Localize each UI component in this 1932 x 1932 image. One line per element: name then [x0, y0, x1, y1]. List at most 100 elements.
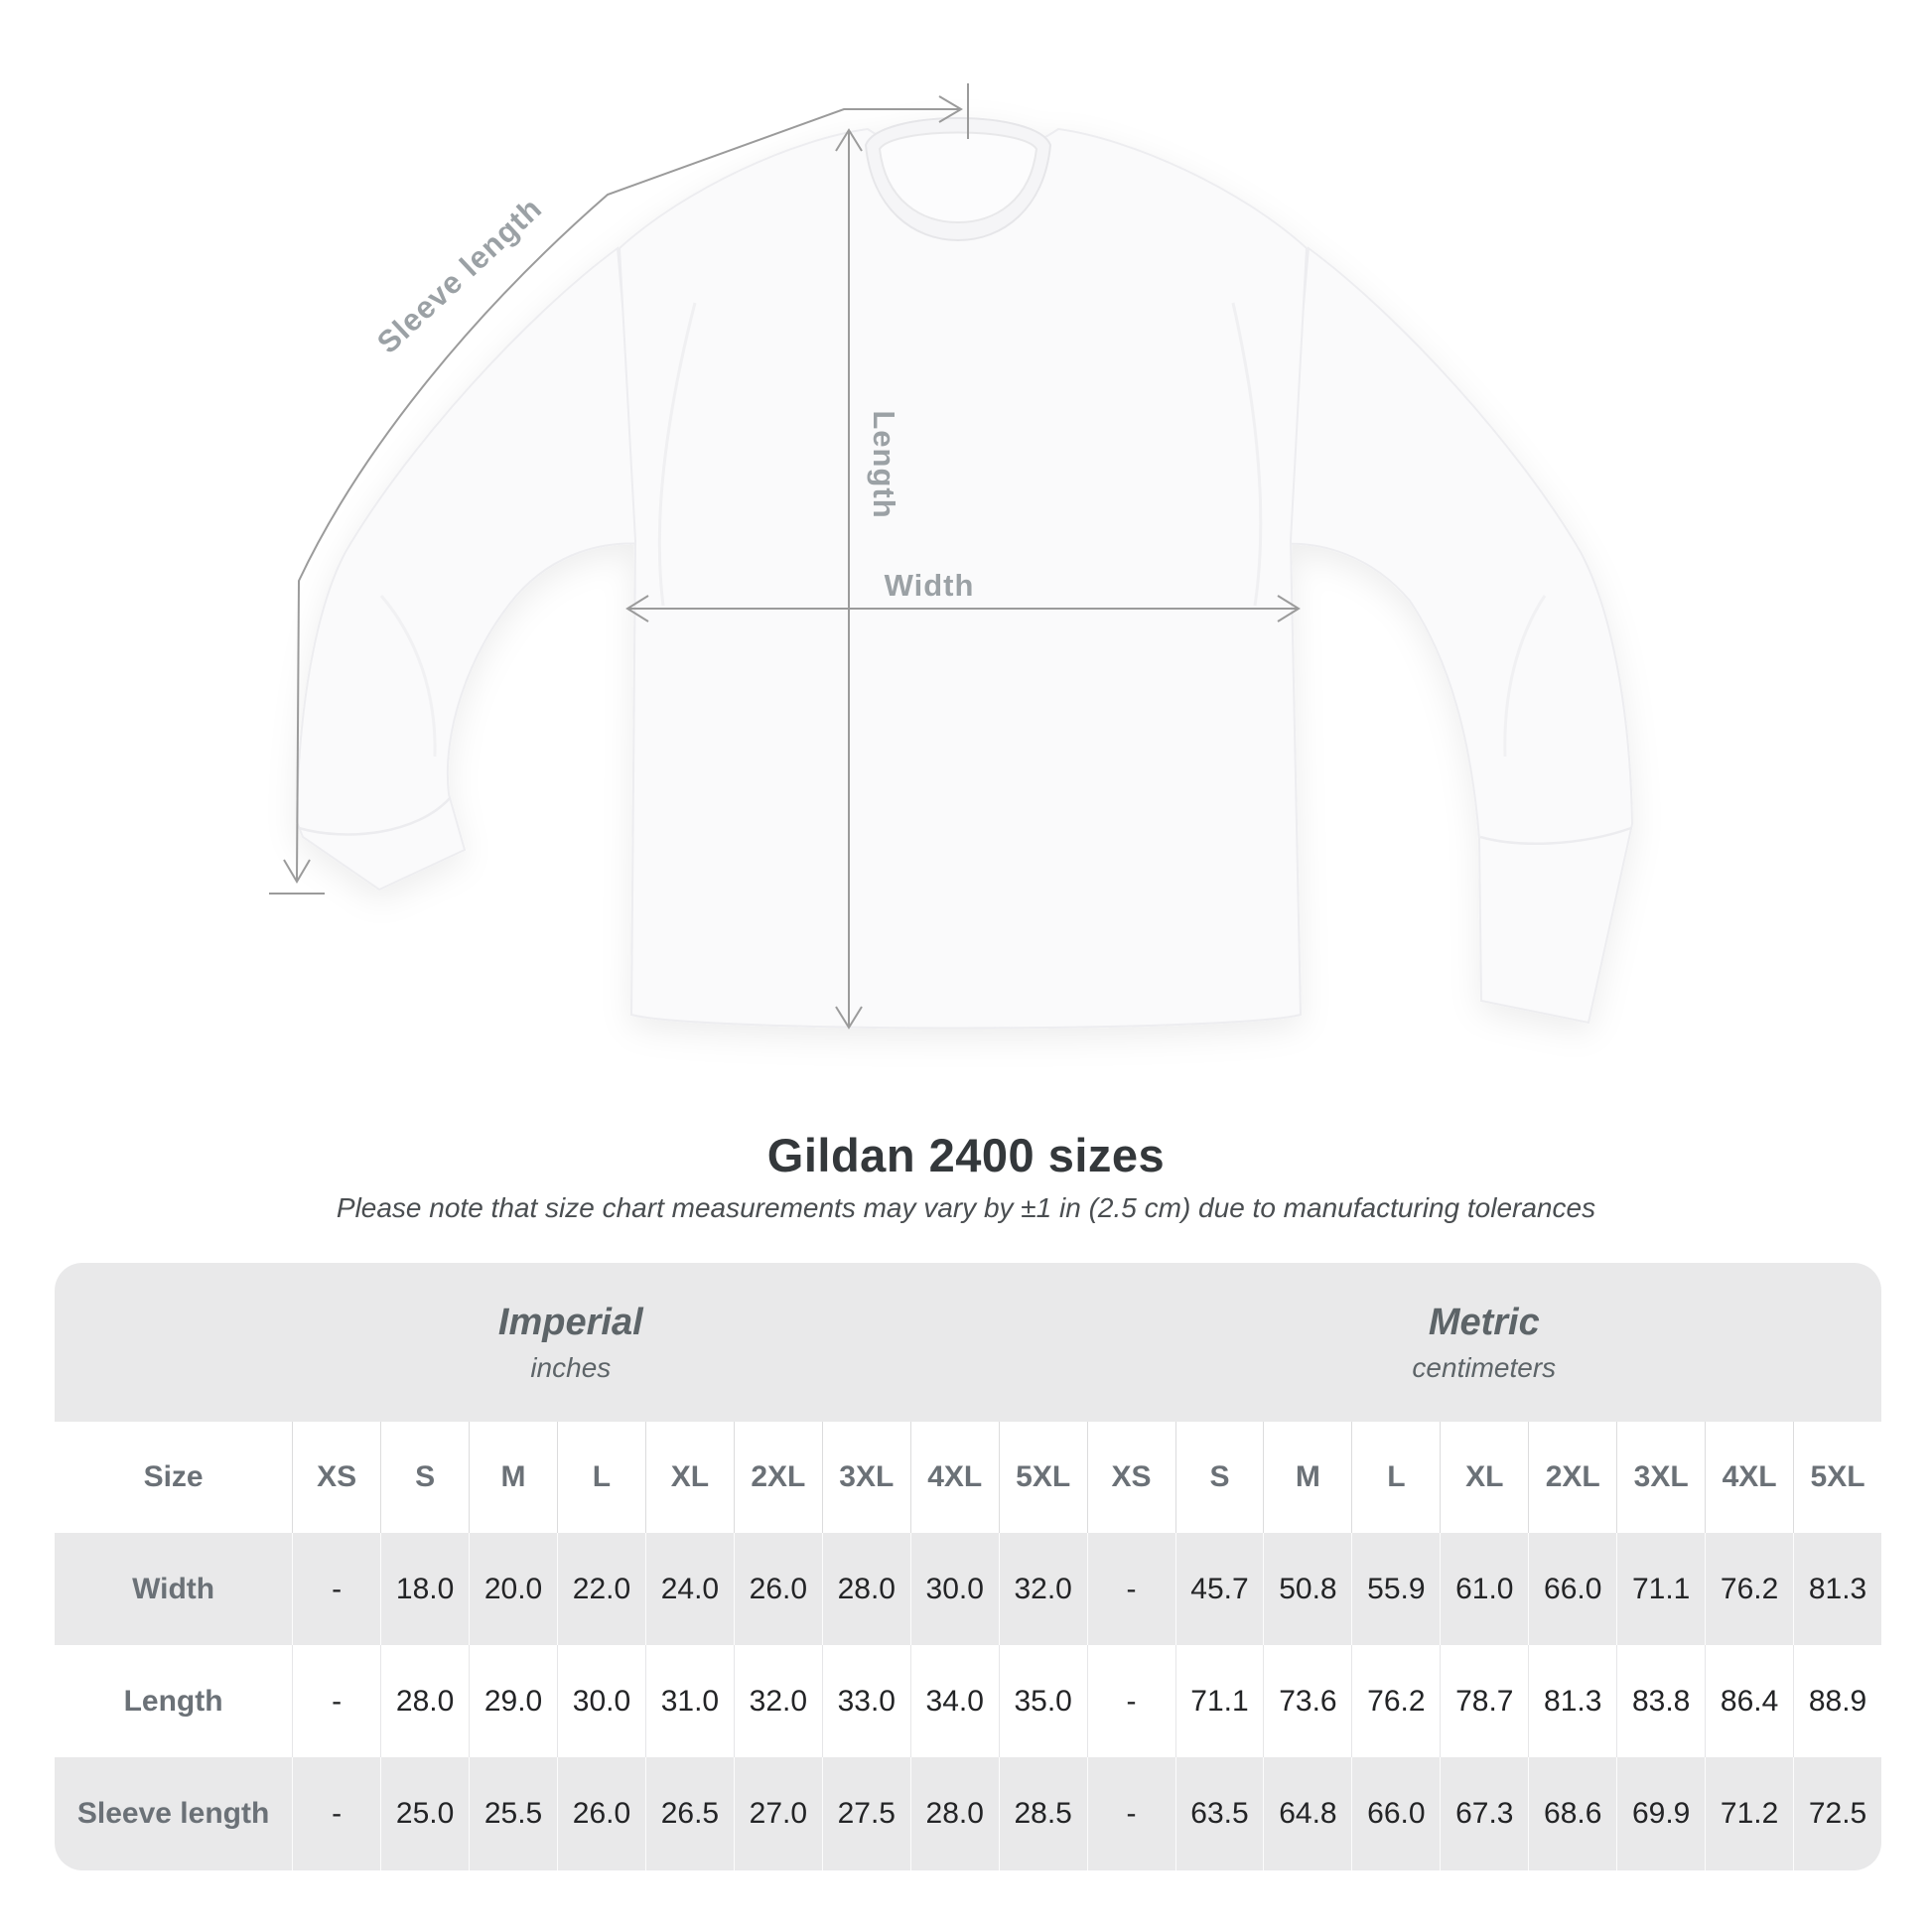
length-metric-value: 86.4: [1705, 1645, 1793, 1757]
length-metric-value: 81.3: [1528, 1645, 1616, 1757]
length-imperial-value: 32.0: [733, 1645, 822, 1757]
size-column-header: 2XL: [733, 1422, 822, 1533]
width-row: Width -18.0 20.0 22.0 24.0 26.0 28.0 30.0 32.0 …: [55, 1533, 1881, 1645]
length-metric-value: 78.7: [1440, 1645, 1528, 1757]
length-metric-values: -71.1 73.6 76.2 78.7 81.3 83.8 86.4 88.9: [1086, 1645, 1881, 1757]
sleeve-imperial-value: 26.5: [644, 1757, 734, 1870]
left-cuff-seam: [298, 797, 451, 836]
size-corner-header: Size: [143, 1460, 204, 1493]
length-imperial-value: 30.0: [557, 1645, 645, 1757]
long-sleeve-shirt-illustration: [295, 117, 1634, 1030]
imperial-size-headers: XS S M L XL 2XL 3XL 4XL 5XL: [292, 1422, 1086, 1533]
width-imperial-value: 32.0: [998, 1533, 1087, 1645]
width-arrowhead-left: [625, 595, 649, 622]
sleeve-length-line: [296, 108, 959, 881]
size-column-header: L: [557, 1422, 645, 1533]
width-metric-value: -: [1086, 1533, 1175, 1645]
width-metric-value: 66.0: [1528, 1533, 1616, 1645]
width-metric-value: 81.3: [1793, 1533, 1881, 1645]
size-column-header: 3XL: [1616, 1422, 1705, 1533]
length-row: Length -28.0 29.0 30.0 31.0 32.0 33.0 34.0 35.0…: [55, 1645, 1881, 1757]
sleeve-metric-value: 68.6: [1528, 1757, 1616, 1870]
size-header-row: Size XS S M L XL 2XL 3XL 4XL 5XL XS S M L XL 2XL 3XL 4X…: [55, 1422, 1881, 1533]
width-metric-value: 76.2: [1705, 1533, 1793, 1645]
sleeve-imperial-values: -25.0 25.5 26.0 26.5 27.0 27.5 28.0 28.5: [292, 1757, 1086, 1870]
sleeve-metric-value: 67.3: [1440, 1757, 1528, 1870]
length-imperial-value: 33.0: [821, 1645, 910, 1757]
size-column-header: XL: [644, 1422, 734, 1533]
right-cuff-seam: [1479, 826, 1632, 846]
fabric-crease: [1503, 595, 1547, 758]
length-imperial-value: 31.0: [644, 1645, 734, 1757]
width-label: Width: [885, 568, 975, 603]
sleeve-imperial-value: 26.0: [557, 1757, 645, 1870]
width-row-label: Width: [132, 1572, 215, 1605]
length-metric-value: 73.6: [1263, 1645, 1351, 1757]
length-label: Length: [867, 410, 901, 518]
right-sleeve: [1281, 246, 1634, 1025]
size-column-header: 2XL: [1528, 1422, 1616, 1533]
width-metric-value: 61.0: [1440, 1533, 1528, 1645]
size-column-header: M: [469, 1422, 557, 1533]
size-column-header: XS: [1086, 1422, 1175, 1533]
length-imperial-value: -: [292, 1645, 380, 1757]
width-imperial-value: 20.0: [469, 1533, 557, 1645]
width-metric-value: 71.1: [1616, 1533, 1705, 1645]
size-column-header: L: [1351, 1422, 1440, 1533]
sleeve-imperial-value: 27.0: [733, 1757, 822, 1870]
size-column-header: S: [380, 1422, 469, 1533]
length-metric-value: 76.2: [1351, 1645, 1440, 1757]
sleeve-length-arrowhead-bottom: [283, 859, 311, 884]
length-arrowhead-up: [835, 128, 863, 152]
size-column-header: M: [1263, 1422, 1351, 1533]
size-column-header: 4XL: [1705, 1422, 1793, 1533]
length-row-label: Length: [123, 1684, 223, 1718]
unit-group-header-row: Imperial inches Metric centimeters: [55, 1263, 1881, 1422]
tolerance-note: Please note that size chart measurements…: [336, 1192, 1596, 1223]
page-title: Gildan 2400 sizes: [766, 1129, 1166, 1181]
sleeve-imperial-value: 27.5: [821, 1757, 910, 1870]
sleeve-imperial-value: 25.5: [469, 1757, 557, 1870]
length-metric-value: -: [1086, 1645, 1175, 1757]
size-column-header: 5XL: [998, 1422, 1087, 1533]
length-metric-value: 83.8: [1616, 1645, 1705, 1757]
collar-inner: [878, 131, 1038, 224]
width-imperial-value: 22.0: [557, 1533, 645, 1645]
width-metric-value: 50.8: [1263, 1533, 1351, 1645]
imperial-label: Imperial: [497, 1301, 643, 1343]
width-imperial-value: 28.0: [821, 1533, 910, 1645]
width-imperial-value: 18.0: [380, 1533, 469, 1645]
width-metric-value: 45.7: [1174, 1533, 1264, 1645]
fabric-crease: [1231, 302, 1263, 607]
size-column-header: 4XL: [909, 1422, 999, 1533]
sleeve-metric-value: 63.5: [1174, 1757, 1264, 1870]
size-column-header: XS: [292, 1422, 380, 1533]
fabric-crease: [657, 302, 697, 607]
width-imperial-value: 26.0: [733, 1533, 822, 1645]
left-sleeve: [295, 246, 645, 892]
metric-unit-label: centimeters: [1412, 1351, 1557, 1383]
imperial-group-header: Imperial inches: [55, 1263, 1087, 1422]
sleeve-metric-value: 64.8: [1263, 1757, 1351, 1870]
size-table: Imperial inches Metric centimeters Size …: [55, 1263, 1881, 1870]
size-column-header: 5XL: [1793, 1422, 1881, 1533]
length-imperial-value: 35.0: [998, 1645, 1087, 1757]
sleeve-length-arrowhead-right: [938, 95, 963, 123]
width-metric-value: 55.9: [1351, 1533, 1440, 1645]
length-imperial-value: 29.0: [469, 1645, 557, 1757]
sleeve-metric-value: 69.9: [1616, 1757, 1705, 1870]
sleeve-metric-value: 72.5: [1793, 1757, 1881, 1870]
width-imperial-value: 30.0: [909, 1533, 999, 1645]
sleeve-length-row: Sleeve length -25.0 25.5 26.0 26.5 27.0 27.5 2…: [55, 1757, 1881, 1870]
sleeve-imperial-value: 25.0: [380, 1757, 469, 1870]
width-imperial-values: -18.0 20.0 22.0 24.0 26.0 28.0 30.0 32.0: [292, 1533, 1086, 1645]
sleeve-imperial-value: -: [292, 1757, 380, 1870]
width-imperial-value: -: [292, 1533, 380, 1645]
length-imperial-value: 28.0: [380, 1645, 469, 1757]
sleeve-metric-values: -63.5 64.8 66.0 67.3 68.6 69.9 71.2 72.5: [1086, 1757, 1881, 1870]
metric-label: Metric: [1428, 1301, 1540, 1343]
length-imperial-value: 34.0: [909, 1645, 999, 1757]
metric-size-headers: XS S M L XL 2XL 3XL 4XL 5XL: [1086, 1422, 1881, 1533]
sleeve-metric-value: 71.2: [1705, 1757, 1793, 1870]
